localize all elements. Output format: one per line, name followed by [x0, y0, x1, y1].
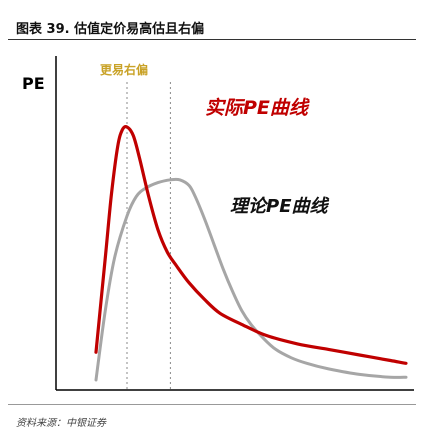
actual-pe-label: 实际PE曲线 [205, 97, 310, 119]
figure-header [8, 6, 416, 40]
right-skew-annotation: 更易右偏 [100, 62, 148, 77]
figure-footer-rule [8, 404, 416, 405]
actual-pe-line [94, 125, 408, 365]
theory-pe-line [94, 177, 408, 382]
figure-title: 图表 39. 估值定价易高估且右偏 [16, 22, 205, 37]
y-axis-label: PE [22, 74, 45, 93]
theory-pe-label: 理论PE曲线 [230, 196, 329, 217]
figure-source: 资料来源：中银证券 [16, 418, 106, 429]
